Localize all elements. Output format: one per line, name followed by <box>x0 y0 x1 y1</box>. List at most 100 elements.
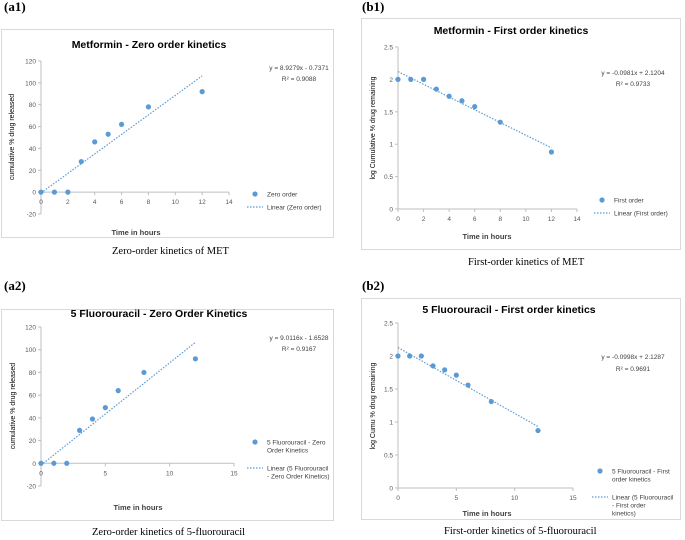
chart-border <box>1 309 334 521</box>
data-point <box>430 363 436 369</box>
trend-equation: y = 9.0116x - 1.6528 <box>270 335 329 342</box>
x-tick-label: 6 <box>120 199 124 206</box>
x-tick-label: 14 <box>573 216 581 223</box>
data-point <box>141 369 147 376</box>
chart-b1-svg: Metformin - First order kinetics 0 0.5 1 1.5… <box>361 18 681 250</box>
panel-label-a2: (a2) <box>4 278 26 293</box>
legend-trend-line: Linear (5 Fluorouracil <box>612 495 674 502</box>
y-tick-label: 0.5 <box>384 453 393 460</box>
panel-label-a1: (a1) <box>4 0 26 14</box>
y-tick-label: 2.5 <box>384 45 393 52</box>
data-point <box>118 121 125 127</box>
chart-b1: Metformin - First order kinetics 0 0.5 1 1.5… <box>361 18 681 250</box>
y-tick-label: 100 <box>25 80 36 87</box>
y-tick-label: 2.5 <box>384 321 393 328</box>
data-point <box>105 131 111 137</box>
chart-a2: 5 Fluorouracil - Zero Order Kinetics -20 0… <box>1 309 334 521</box>
chart-border <box>1 29 334 238</box>
legend-series-label: 5 Fluorouracil - Zero Order Kinetics <box>267 440 326 455</box>
data-point <box>38 460 44 466</box>
legend-trend-line: Linear (Zero order) <box>267 205 322 212</box>
x-tick-label: 15 <box>230 470 238 477</box>
x-axis-label: Time in hours <box>462 509 511 518</box>
x-tick-label: 4 <box>93 199 97 206</box>
data-point <box>418 353 424 359</box>
trend-r2: R² = 0.9088 <box>282 76 317 83</box>
legend-marker <box>599 197 605 203</box>
chart-border <box>361 18 681 250</box>
data-point <box>446 93 452 99</box>
y-tick-label: -20 <box>27 484 37 491</box>
chart-title: Metformin - Zero order kinetics <box>72 39 227 51</box>
legend-series-line: 5 Fluorouracil - Zero <box>267 440 326 447</box>
y-tick-label: 1.5 <box>384 109 393 116</box>
y-tick-label: 1 <box>389 420 393 427</box>
legend-trend-line: Linear (5 Fluorouracil <box>267 466 329 473</box>
y-tick-label: 120 <box>25 59 36 66</box>
trendline <box>40 75 203 194</box>
data-point <box>548 149 555 155</box>
y-tick-label: 100 <box>25 347 36 354</box>
data-point <box>442 367 448 373</box>
x-tick-label: 8 <box>147 199 151 206</box>
y-tick-label: 0 <box>32 190 36 197</box>
y-tick-label: 1.5 <box>384 387 393 394</box>
legend-trend-label: Linear (Zero order) <box>267 205 322 212</box>
legend-trend-line: - First order <box>612 503 646 510</box>
y-tick-label: 0.5 <box>384 174 393 181</box>
legend-series-line: Zero order <box>267 192 298 199</box>
trend-r2: R² = 0.9167 <box>282 346 317 353</box>
x-axis-label: Time in hours <box>113 503 162 512</box>
legend-series-line: order kinetics <box>612 477 651 484</box>
chart-title: Metformin - First order kinetics <box>434 25 589 37</box>
data-point <box>89 416 96 422</box>
data-point <box>78 158 84 165</box>
x-tick-label: 0 <box>39 199 43 206</box>
x-tick-label: 10 <box>511 495 519 502</box>
x-tick-label: 15 <box>569 495 577 502</box>
x-tick-label: 12 <box>548 216 556 223</box>
x-tick-label: 6 <box>473 216 477 223</box>
x-tick-label: 2 <box>422 216 426 223</box>
panel-label-b2: (b2) <box>362 278 385 293</box>
y-tick-label: 20 <box>29 168 37 175</box>
x-tick-label: 0 <box>396 216 400 223</box>
data-point <box>199 89 205 95</box>
legend-trend-line: kinetics) <box>612 511 636 518</box>
x-tick-label: 14 <box>225 199 233 206</box>
y-tick-label: 40 <box>29 415 37 422</box>
y-tick-label: 60 <box>29 393 37 400</box>
x-tick-label: 0 <box>39 470 43 477</box>
y-tick-label: -20 <box>27 212 37 219</box>
data-point <box>459 98 465 104</box>
data-point <box>145 104 152 110</box>
trend-equation: y = 8.9279x - 0.7371 <box>269 65 329 72</box>
caption-a2: Zero-order kinetics of 5-fluorouracil <box>92 527 246 538</box>
legend-trend-line: Linear (First order) <box>614 211 668 218</box>
x-tick-label: 2 <box>66 199 70 206</box>
data-point <box>408 76 414 82</box>
y-axis-label: cumulative % drug released <box>10 363 17 449</box>
legend-series-line: First order <box>614 198 644 205</box>
y-tick-label: 60 <box>29 124 37 131</box>
data-point <box>51 460 57 466</box>
legend-trend-line: - Zero Order Kinetics) <box>267 474 330 481</box>
y-tick-label: 0 <box>389 207 393 214</box>
x-tick-label: 5 <box>455 495 459 502</box>
y-tick-label: 1 <box>389 142 393 149</box>
data-point <box>488 398 494 405</box>
chart-title: 5 Fluorouracil - Zero Order Kinetics <box>71 309 248 320</box>
data-point <box>102 405 108 411</box>
data-point <box>395 353 401 359</box>
trend-equation: y = -0.0998x + 2.1287 <box>601 354 665 361</box>
y-tick-label: 120 <box>25 325 36 332</box>
x-tick-label: 0 <box>396 495 400 502</box>
x-tick-label: 10 <box>172 199 180 206</box>
legend-series-label: Zero order <box>267 192 298 199</box>
x-tick-label: 4 <box>447 216 451 223</box>
chart-title: 5 Fluorouracil - First order kinetics <box>422 304 595 316</box>
data-point <box>465 382 471 388</box>
legend-marker <box>252 191 258 197</box>
y-tick-label: 2 <box>389 77 393 84</box>
data-point <box>115 388 121 394</box>
